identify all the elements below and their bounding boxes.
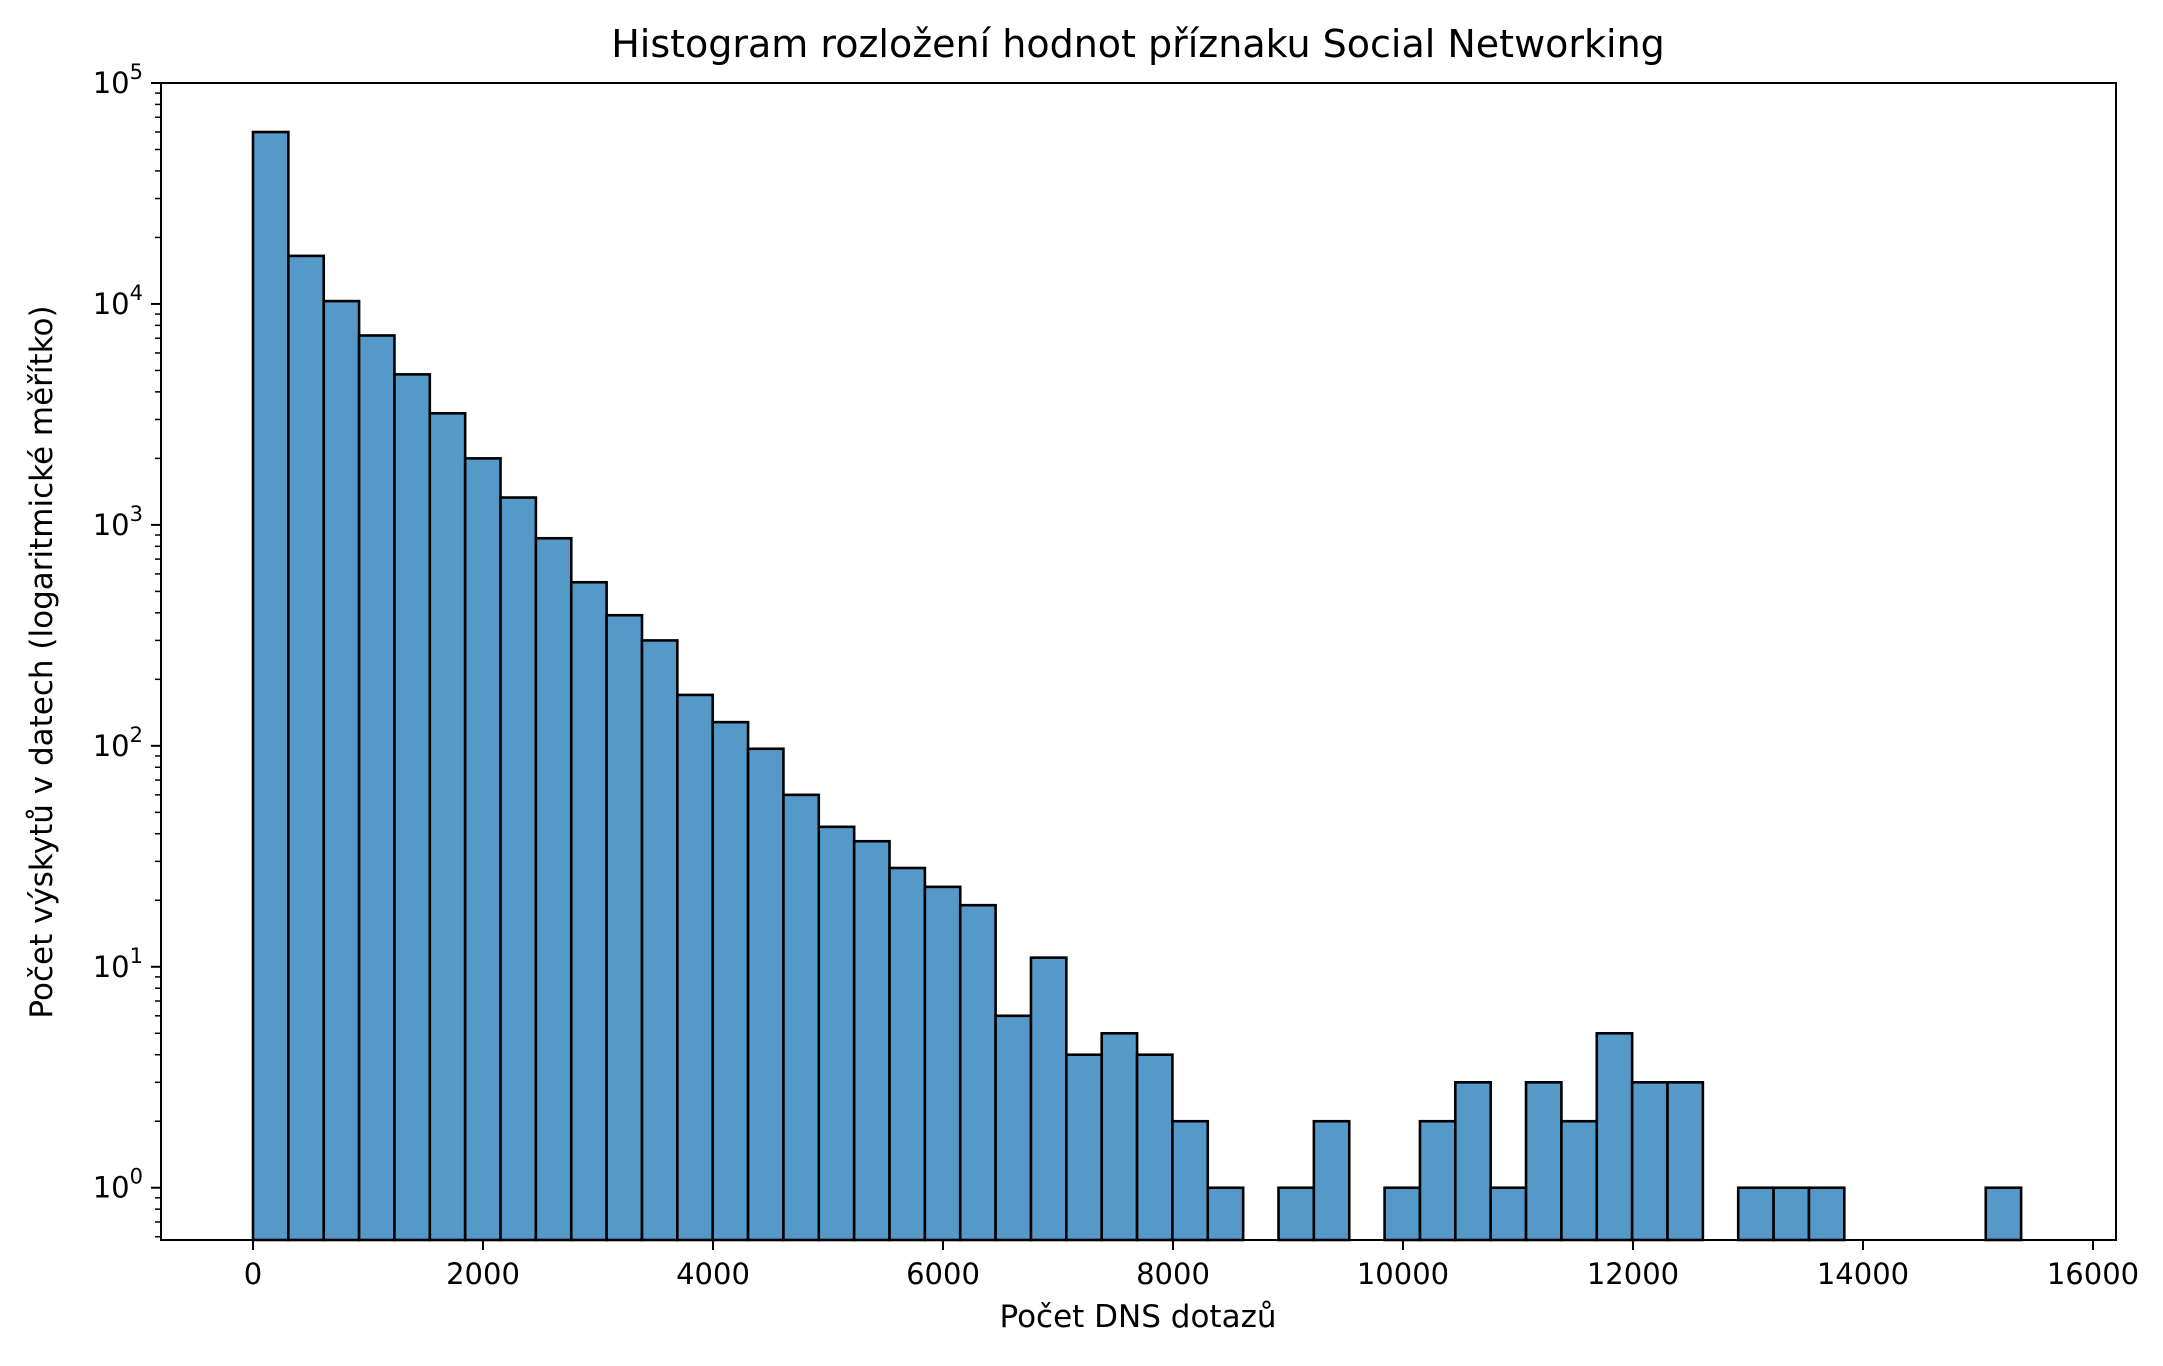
y-tick-label: 104 [93,281,143,321]
histogram-bar [1984,1186,2023,1242]
histogram-bar [322,299,361,1242]
histogram-bar [852,839,891,1242]
x-tick-label: 8000 [1136,1257,1210,1291]
histogram-bar [1630,1081,1669,1242]
histogram-bar [1065,1053,1103,1242]
histogram-bar [428,411,467,1242]
histogram-bar [357,334,396,1242]
plot-frame [160,82,2117,1241]
histogram-bar [923,885,962,1242]
histogram-bar [1383,1186,1422,1242]
x-tick-label: 14000 [1817,1257,1909,1291]
x-tick-label: 10000 [1357,1257,1449,1291]
histogram-bar [711,720,750,1242]
histogram-bar [287,254,326,1242]
x-tick-label: 2000 [446,1257,520,1291]
x-axis-label: Počet DNS dotazů [1000,1299,1277,1335]
x-tick-label: 12000 [1587,1257,1679,1291]
histogram-bar [605,613,644,1242]
histogram-bar [1135,1053,1174,1242]
histogram-bar [1736,1186,1775,1242]
histogram-bar [676,693,715,1242]
histogram-bar [251,130,290,1242]
histogram-bar [534,536,573,1242]
x-tick-label: 16000 [2047,1257,2139,1291]
histogram-bar [499,496,538,1242]
histogram-bar [1489,1186,1528,1242]
histogram-bar [888,866,927,1242]
histogram-bar [1206,1186,1245,1242]
histogram-bar [994,1014,1033,1242]
y-tick-label: 101 [93,944,143,984]
chart-title: Histogram rozložení hodnot příznaku Soci… [611,22,1665,66]
histogram-bar [1312,1119,1351,1242]
histogram-bar [463,457,502,1242]
y-axis-ticks: 100 101 102 103 104 105 [93,60,161,1238]
histogram-bar [393,373,432,1242]
histogram-bar [569,580,608,1242]
histogram-bar [746,747,785,1242]
histogram-bar [1772,1186,1811,1242]
histogram-bar [1524,1081,1563,1242]
histogram-bar [1029,956,1068,1242]
y-tick-label: 103 [93,502,143,542]
histogram-bars [251,130,2023,1242]
histogram-bar [817,825,856,1242]
histogram-bar [1454,1081,1492,1242]
y-tick-label: 105 [93,60,143,100]
y-axis-label: Počet výskytů v datech (logaritmické měř… [24,305,60,1018]
histogram-bar [1171,1119,1210,1242]
histogram-bar [1560,1119,1599,1242]
histogram-bar [640,639,679,1242]
x-tick-label: 6000 [906,1257,980,1291]
histogram-bar [1100,1032,1139,1242]
x-tick-label: 4000 [676,1257,750,1291]
x-tick-label: 0 [244,1257,262,1291]
histogram-bar [1595,1032,1634,1242]
histogram-bar [1666,1081,1705,1242]
histogram-bar [958,903,997,1242]
histogram-bar [1807,1186,1846,1242]
x-axis-ticks: 0 2000 4000 6000 8000 10000 12000 14000 16000 [244,1240,2139,1291]
histogram-bar [1418,1119,1457,1242]
histogram-bar [1277,1186,1316,1242]
y-tick-label: 102 [93,723,143,763]
histogram-bar [782,793,821,1242]
y-tick-label: 100 [93,1165,143,1205]
